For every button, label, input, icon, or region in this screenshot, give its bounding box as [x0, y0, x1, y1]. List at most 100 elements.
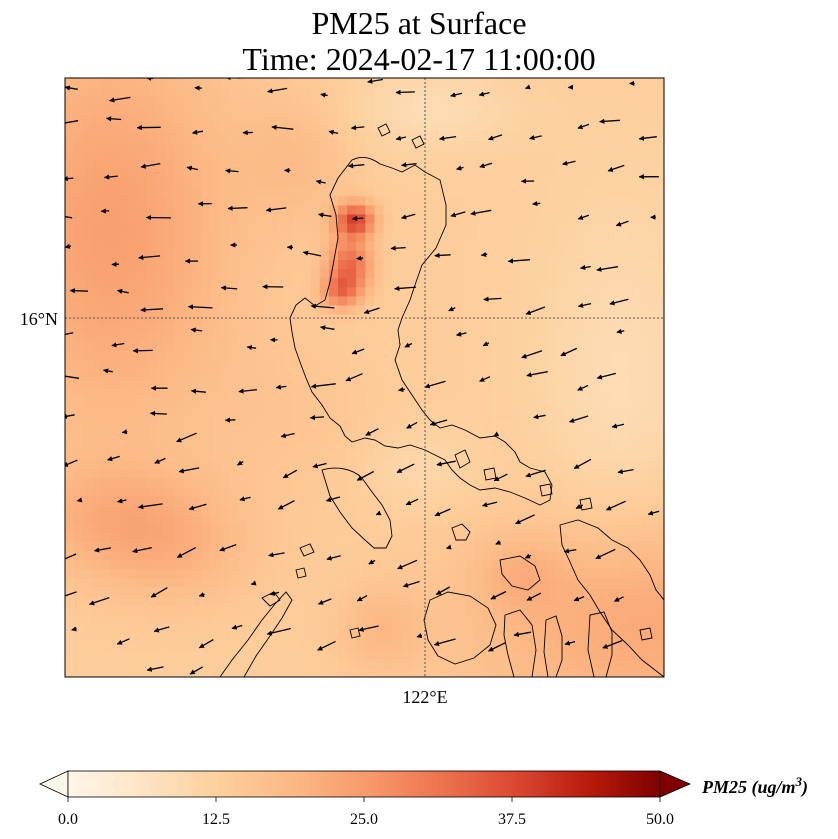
pm25-cell	[119, 341, 130, 352]
pm25-cell	[137, 78, 148, 88]
pm25-cell	[183, 405, 193, 416]
pm25-cell	[310, 305, 321, 316]
pm25-cell	[629, 232, 639, 243]
wind-arrow	[65, 120, 79, 126]
pm25-cell	[301, 487, 312, 498]
pm25-cell	[538, 114, 548, 125]
pm25-cell	[647, 569, 658, 580]
pm25-cell	[92, 496, 102, 507]
pm25-cell	[74, 578, 84, 589]
pm25-cell	[165, 178, 175, 188]
pm25-cell	[583, 624, 594, 634]
pm25-cell	[456, 260, 466, 270]
pm25-cell	[611, 432, 621, 443]
pm25-cell	[165, 442, 175, 452]
pm25-cell	[547, 278, 557, 288]
pm25-cell	[174, 423, 184, 434]
map-title: PM25 at Surface	[311, 5, 527, 41]
pm25-cell	[156, 214, 166, 225]
pm25-cell	[410, 496, 421, 507]
pm25-cell	[520, 423, 530, 434]
pm25-cell	[183, 187, 193, 197]
pm25-cell	[410, 260, 421, 270]
pm25-cell	[283, 396, 294, 407]
pm25-cell	[219, 569, 230, 580]
pm25-cell	[165, 305, 175, 316]
pm25-cell	[110, 423, 121, 434]
pm25-cell	[210, 123, 221, 134]
pm25-cell	[410, 523, 421, 534]
pm25-cell	[611, 487, 621, 498]
pm25-cell	[638, 232, 648, 243]
pm25-cell	[510, 278, 521, 288]
pm25-cell	[565, 351, 576, 361]
pm25-cell	[310, 442, 321, 452]
pm25-cell	[274, 196, 284, 206]
pm25-cell	[447, 451, 457, 461]
pm25-cell	[92, 396, 102, 407]
pm25-cell	[247, 123, 257, 134]
pm25-cell	[601, 523, 612, 534]
pm25-cell	[574, 296, 585, 307]
pm25-cell	[529, 187, 539, 197]
pm25-cell	[128, 405, 139, 416]
pm25-cell	[465, 205, 476, 216]
pm25-cell	[447, 387, 457, 398]
pm25-cell	[529, 78, 539, 88]
pm25-cell	[92, 114, 102, 125]
pm25-cell	[92, 578, 102, 589]
pm25-cell	[210, 387, 221, 398]
pm25-cell	[156, 642, 166, 652]
pm25-cell	[338, 278, 348, 288]
pm25-cell	[629, 369, 639, 379]
pm25-cell	[620, 250, 630, 261]
pm25-cell	[74, 614, 84, 625]
pm25-cell	[356, 514, 366, 525]
pm25-cell	[338, 260, 348, 270]
pm25-cell	[583, 478, 594, 489]
pm25-cell	[356, 232, 366, 243]
pm25-cell	[583, 87, 594, 97]
pm25-cell	[547, 369, 557, 379]
pm25-cell	[110, 214, 121, 225]
pm25-cell	[210, 514, 221, 525]
pm25-cell	[647, 423, 658, 434]
pm25-cell	[465, 651, 476, 661]
pm25-cell	[110, 341, 121, 352]
pm25-cell	[110, 178, 121, 188]
pm25-cell	[401, 642, 412, 652]
pm25-cell	[101, 296, 112, 307]
pm25-cell	[556, 196, 567, 206]
pm25-cell	[556, 642, 567, 652]
pm25-cell	[474, 414, 485, 425]
pm25-cell	[137, 551, 148, 561]
pm25-cell	[274, 396, 284, 407]
pm25-cell	[283, 223, 294, 234]
pm25-cell	[310, 278, 321, 288]
pm25-cell	[620, 323, 630, 334]
pm25-cell	[310, 114, 321, 125]
pm25-cell	[629, 196, 639, 206]
pm25-cell	[547, 214, 557, 225]
wind-arrow	[595, 548, 616, 560]
pm25-cell	[237, 250, 248, 261]
pm25-cell	[319, 469, 330, 479]
pm25-cell	[65, 341, 75, 352]
pm25-cell	[620, 169, 630, 179]
pm25-cell	[156, 651, 166, 661]
pm25-cell	[110, 587, 121, 598]
pm25-cell	[92, 296, 102, 307]
pm25-cell	[510, 551, 521, 561]
pm25-cell	[374, 442, 385, 452]
pm25-cell	[438, 660, 448, 671]
pm25-cell	[101, 287, 112, 297]
pm25-cell	[192, 578, 203, 589]
pm25-cell	[574, 396, 585, 407]
pm25-cell	[529, 569, 539, 580]
pm25-cell	[583, 214, 594, 225]
pm25-cell	[574, 651, 585, 661]
pm25-cell	[374, 87, 385, 97]
pm25-cell	[146, 633, 157, 643]
pm25-cell	[447, 223, 457, 234]
pm25-cell	[83, 351, 93, 361]
